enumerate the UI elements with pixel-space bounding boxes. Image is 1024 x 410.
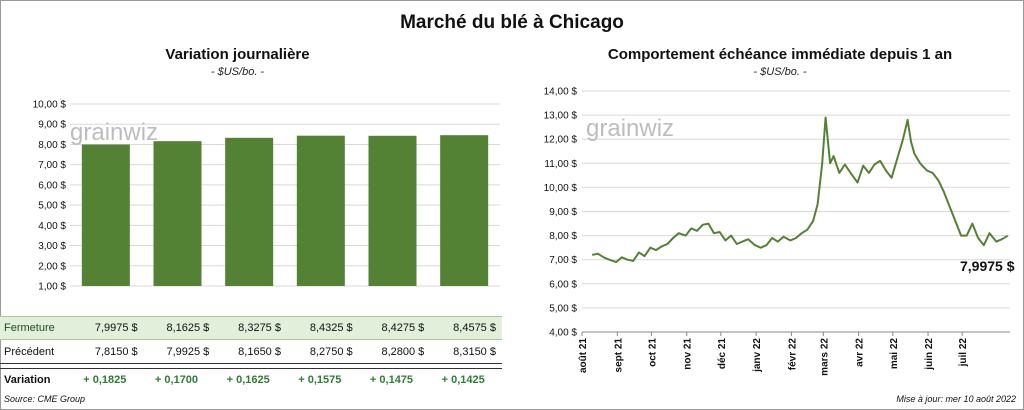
last-value-label: 7,9975 $ bbox=[960, 258, 1015, 274]
left-chart-title: Variation journalière bbox=[165, 46, 310, 63]
line-date-label: juin 22 bbox=[924, 338, 935, 371]
bar-mai-23 bbox=[296, 135, 345, 286]
table-cell: + 0,1825 bbox=[83, 374, 127, 386]
source-note: Source: CME Group bbox=[4, 394, 86, 404]
table-row-1: Précédent 7,8150 $ 7,9925 $ 8,1650 $ 8,2750 … bbox=[0, 341, 502, 364]
line-date-label: oct 21 bbox=[647, 338, 658, 367]
line-ytick-label: 12,00 $ bbox=[544, 135, 578, 146]
line-ytick-label: 8,00 $ bbox=[549, 231, 577, 242]
table-row-label: Précédent bbox=[4, 346, 55, 358]
line-date-label: nov 21 bbox=[683, 338, 694, 370]
table-cell: 8,2800 $ bbox=[381, 346, 425, 358]
table-cell: 8,4575 $ bbox=[453, 322, 496, 334]
table-cell: + 0,1575 bbox=[298, 374, 342, 386]
line-date-label: déc 21 bbox=[717, 338, 728, 370]
left-chart-units: - $US/bo. - bbox=[210, 66, 265, 78]
bar-sept-22 bbox=[81, 144, 130, 286]
line-ytick-label: 7,00 $ bbox=[549, 255, 577, 266]
main-title: Marché du blé à Chicago bbox=[400, 12, 624, 33]
table-cell: 8,3150 $ bbox=[453, 346, 496, 358]
update-note: Mise à jour: mer 10 août 2022 bbox=[896, 394, 1016, 404]
line-ytick-label: 14,00 $ bbox=[544, 87, 578, 98]
bar-ytick-label: 2,00 $ bbox=[38, 261, 66, 272]
line-date-label: mai 22 bbox=[889, 338, 900, 370]
table-cell: 8,3275 $ bbox=[238, 322, 281, 334]
bar-sept-23 bbox=[440, 135, 489, 286]
table-cell: 7,9975 $ bbox=[94, 322, 138, 334]
line-ytick-label: 10,00 $ bbox=[544, 183, 578, 194]
bar-mars-23 bbox=[225, 137, 274, 286]
bar-ytick-label: 10,00 $ bbox=[33, 100, 67, 111]
line-date-label: janv 22 bbox=[752, 338, 763, 373]
bar-ytick-label: 6,00 $ bbox=[38, 180, 66, 191]
bar-watermark: grainwiz bbox=[70, 119, 158, 146]
line-watermark: grainwiz bbox=[586, 115, 674, 142]
table-cell: 8,1625 $ bbox=[166, 322, 210, 334]
table-row-0: Fermeture 7,9975 $ 8,1625 $ 8,3275 $ 8,4325 … bbox=[0, 316, 502, 340]
line-ytick-label: 11,00 $ bbox=[544, 159, 577, 170]
right-chart-title: Comportement échéance immédiate depuis 1… bbox=[607, 46, 953, 63]
table-cell: + 0,1700 bbox=[154, 374, 199, 386]
line-ytick-label: 13,00 $ bbox=[544, 111, 578, 122]
bar-ytick-label: 9,00 $ bbox=[38, 120, 66, 131]
table-cell: 8,4275 $ bbox=[381, 322, 425, 334]
price-series-line bbox=[591, 116, 1009, 264]
line-date-label: avr 22 bbox=[855, 338, 866, 367]
table-row-label: Fermeture bbox=[4, 322, 55, 334]
bar-ytick-label: 4,00 $ bbox=[38, 221, 66, 232]
table-cell: 7,9925 $ bbox=[166, 346, 210, 358]
bar-chart: 1,00 $ 2,00 $ 3,00 $ 4,00 $ 5,00 $ 6,00 $ 7,00… bbox=[33, 100, 500, 293]
table-cell: 8,1650 $ bbox=[238, 346, 281, 358]
bar-ytick-label: 8,00 $ bbox=[38, 140, 66, 151]
table-cell: + 0,1475 bbox=[369, 374, 414, 386]
line-ytick-label: 9,00 $ bbox=[549, 207, 577, 218]
bar-ytick-label: 1,00 $ bbox=[38, 282, 66, 293]
bar-juil-23 bbox=[368, 135, 417, 286]
line-ytick-label: 5,00 $ bbox=[549, 303, 577, 314]
table-cell: 7,8150 $ bbox=[94, 346, 138, 358]
bar-ytick-label: 5,00 $ bbox=[38, 201, 66, 212]
line-ytick-label: 6,00 $ bbox=[549, 279, 577, 290]
line-date-label: mars 22 bbox=[819, 338, 830, 376]
bar-ytick-label: 7,00 $ bbox=[38, 160, 66, 171]
line-date-label: juil 22 bbox=[958, 338, 969, 368]
table-cell: 8,4325 $ bbox=[309, 322, 353, 334]
bar-déc-22 bbox=[153, 141, 202, 286]
line-date-label: août 21 bbox=[578, 338, 589, 373]
line-date-label: sept 21 bbox=[613, 338, 624, 373]
line-ytick-label: 4,00 $ bbox=[549, 328, 577, 339]
table-cell: + 0,1625 bbox=[226, 374, 270, 386]
bar-ytick-label: 3,00 $ bbox=[38, 241, 66, 252]
table-row-2: Variation + 0,1825 + 0,1700 + 0,1625 + 0,157… bbox=[0, 368, 502, 391]
right-chart-units: - $US/bo. - bbox=[753, 66, 807, 78]
table-cell: + 0,1425 bbox=[441, 374, 485, 386]
table-row-label: Variation bbox=[4, 374, 51, 386]
line-date-label: févr 22 bbox=[787, 338, 798, 371]
table-cell: 8,2750 $ bbox=[309, 346, 353, 358]
